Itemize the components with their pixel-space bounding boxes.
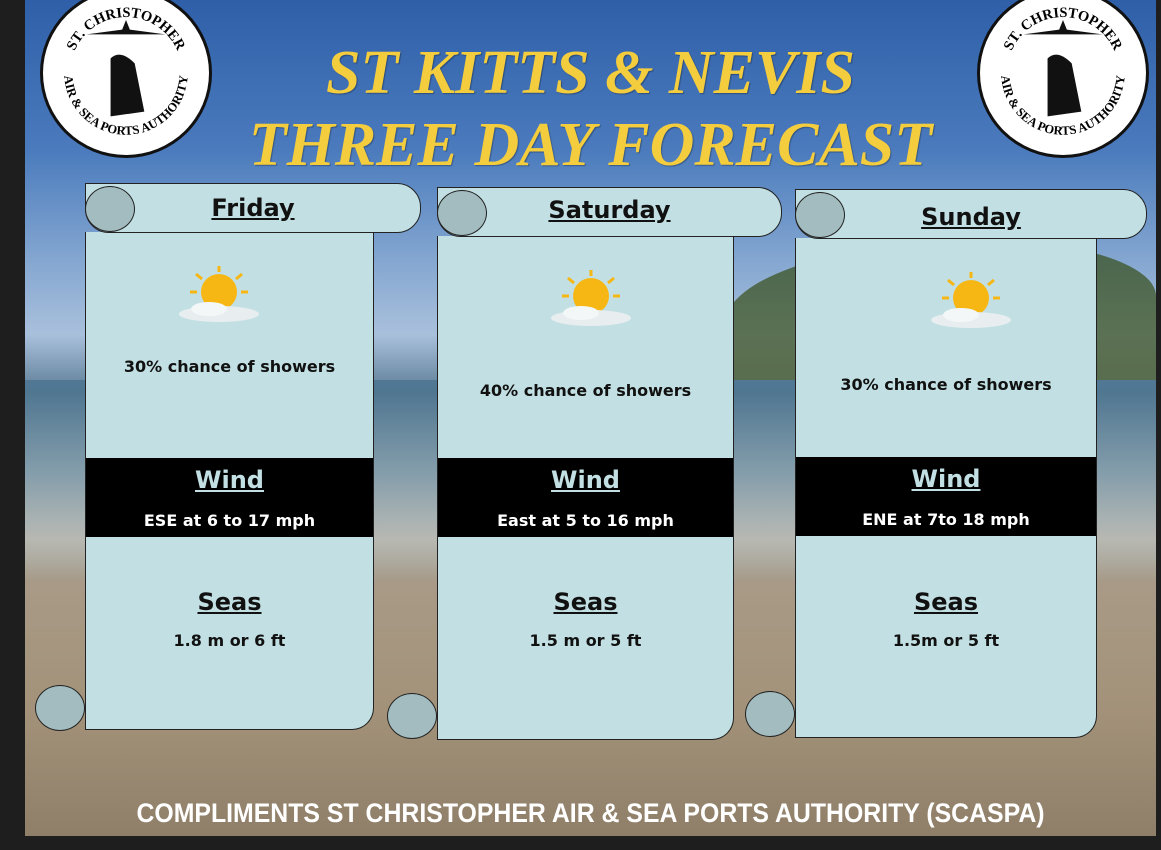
wind-band: Wind ENE at 7to 18 mph xyxy=(796,457,1096,536)
sun-behind-cloud-icon xyxy=(546,268,636,330)
wind-value: ESE at 6 to 17 mph xyxy=(143,511,316,530)
wind-label: Wind xyxy=(911,465,981,493)
wind-value: East at 5 to 16 mph xyxy=(497,511,674,530)
title-line-2: THREE DAY FORECAST xyxy=(248,111,933,179)
scroll-curl-top xyxy=(85,186,135,232)
seas-value: 1.5 m or 5 ft xyxy=(529,631,642,650)
title-line-1: ST KITTS & NEVIS xyxy=(326,39,855,107)
seas-label: Seas xyxy=(913,588,979,616)
seas-label: Seas xyxy=(197,588,262,616)
sun-behind-cloud-icon xyxy=(926,270,1016,332)
wind-label: Wind xyxy=(551,466,620,494)
scroll-curl-bottom xyxy=(35,685,85,731)
wind-value: ENE at 7to 18 mph xyxy=(862,510,1030,529)
seas-label: Seas xyxy=(553,588,618,616)
scroll-curl-top xyxy=(437,190,487,236)
day-title: Sunday xyxy=(921,203,1021,231)
forecast-poster: ST. CHRISTOPHER AIR & SEA PORTS AUTHORIT… xyxy=(25,0,1156,836)
showers-chance: 30% chance of showers xyxy=(123,357,336,376)
seas-value: 1.5m or 5 ft xyxy=(892,631,1000,650)
scaspa-logo-left: ST. CHRISTOPHER AIR & SEA PORTS AUTHORIT… xyxy=(40,0,212,158)
footer-credit: COMPLIMENTS ST CHRISTOPHER AIR & SEA POR… xyxy=(136,798,1045,828)
scroll-curl-bottom xyxy=(745,691,795,737)
seas-value: 1.8 m or 6 ft xyxy=(173,631,286,650)
scroll-curl-top xyxy=(795,192,845,238)
day-title: Friday xyxy=(211,194,295,222)
showers-chance: 40% chance of showers xyxy=(479,381,692,400)
scaspa-logo-right: ST. CHRISTOPHER AIR & SEA PORTS AUTHORIT… xyxy=(977,0,1149,158)
day-title: Saturday xyxy=(548,196,671,224)
scroll-curl-bottom xyxy=(387,693,437,739)
wind-band: Wind ESE at 6 to 17 mph xyxy=(86,458,373,537)
sun-behind-cloud-icon xyxy=(174,264,264,326)
wind-band: Wind East at 5 to 16 mph xyxy=(438,458,733,537)
wind-label: Wind xyxy=(195,466,264,494)
showers-chance: 30% chance of showers xyxy=(840,375,1052,394)
